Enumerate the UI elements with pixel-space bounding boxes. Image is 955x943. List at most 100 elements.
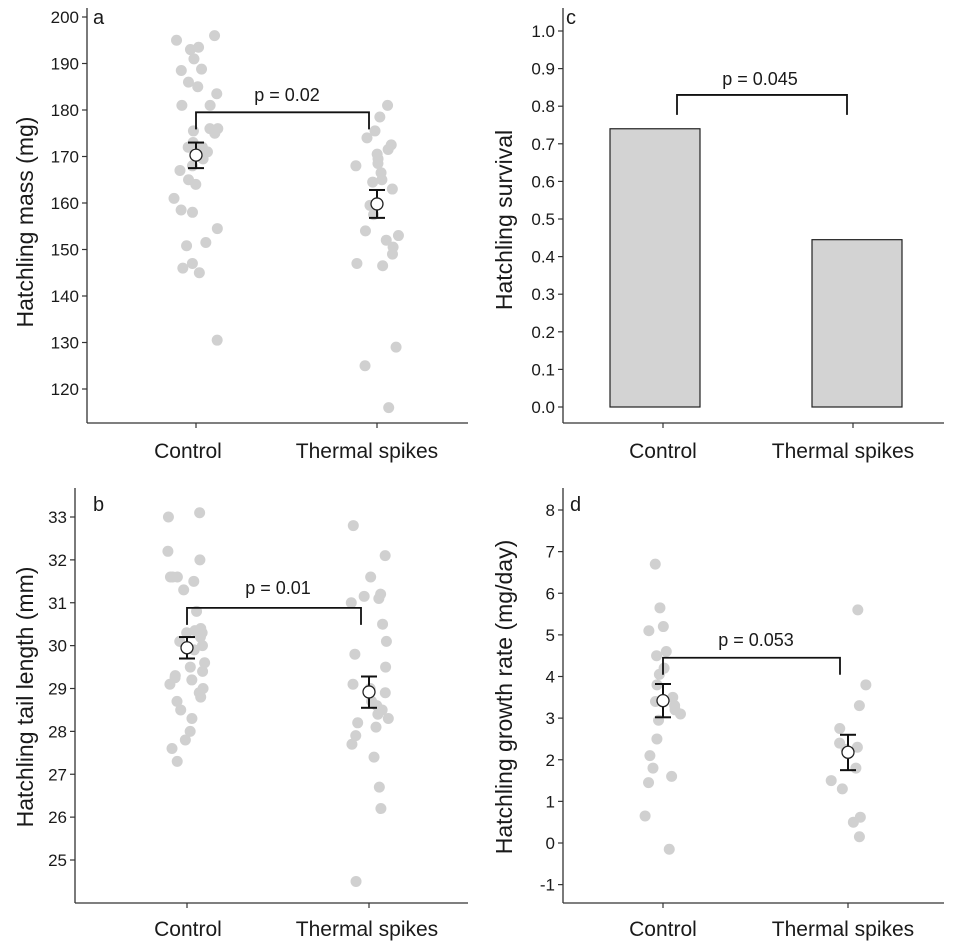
panel-b-y-tick-label: 33 <box>48 508 67 527</box>
panel-c-y-tick-label: 0.3 <box>531 285 555 304</box>
panel-b-point <box>365 571 377 583</box>
panel-b-point <box>178 584 190 596</box>
panel-c-y-tick-label: 0.8 <box>531 97 555 116</box>
panel-a-significance-bracket <box>195 111 370 130</box>
panel-b-point <box>350 875 362 887</box>
panel-b-point <box>162 511 174 523</box>
panel-b-point <box>194 631 206 643</box>
panel-a-point <box>351 257 363 269</box>
panel-a-point <box>359 225 371 237</box>
panel-d-mean-marker <box>841 745 855 759</box>
panel-b: 25 26 27 28 29 30 31 32 33 b Hatchling tail leng… <box>12 488 468 941</box>
panel-a-point <box>209 127 221 139</box>
panel-a-point <box>188 53 200 65</box>
panel-b-point <box>347 678 359 690</box>
panel-d-y-tick-label: 2 <box>546 751 555 770</box>
panel-c-y-tick-label: 1.0 <box>531 22 555 41</box>
panel-d-point <box>836 783 848 795</box>
panel-b-point <box>379 550 391 562</box>
panel-b-x-label-thermal: Thermal spikes <box>296 918 438 941</box>
panel-d-point <box>651 733 663 745</box>
panel-a-point <box>390 341 402 353</box>
panel-b-point <box>197 665 209 677</box>
panel-a-y-tick-label: 190 <box>51 55 79 74</box>
panel-d-point <box>644 750 656 762</box>
panel-a: 120 130 140 150 160 170 180 190 200 a Hatchling … <box>12 7 468 463</box>
panel-b-point <box>184 661 196 673</box>
panel-c-y-tick-label: 0.4 <box>531 248 555 267</box>
panel-d-plot-area: -1 0 1 2 3 4 5 6 7 8 <box>540 488 944 908</box>
panel-d-point <box>853 831 865 843</box>
panel-a-point <box>374 111 386 123</box>
panel-b-y-tick-label: 31 <box>48 594 67 613</box>
panel-a-point <box>383 402 395 414</box>
panel-b-point <box>377 618 389 630</box>
panel-d-y-tick-label: 3 <box>546 709 555 728</box>
panel-c-y-tick-label: 0.9 <box>531 60 555 79</box>
panel-a-mean-marker <box>370 197 384 211</box>
panel-b-point <box>379 687 391 699</box>
panel-b-point <box>194 554 206 566</box>
panel-a-y-axis-title: Hatchling mass (mg) <box>12 117 38 328</box>
panel-c-y-tick-label: 0.6 <box>531 172 555 191</box>
panel-a-point <box>186 257 198 269</box>
panel-c-x-label-thermal: Thermal spikes <box>772 440 914 463</box>
panel-a-point <box>392 230 404 242</box>
panel-b-point <box>368 751 380 763</box>
panel-a-point <box>386 248 398 260</box>
panel-c-p-value: p = 0.045 <box>722 69 798 89</box>
panel-c-x-label-control: Control <box>629 440 697 463</box>
panel-a-point <box>193 267 205 279</box>
panel-a-point <box>382 99 394 111</box>
panel-d-point <box>852 604 864 616</box>
panel-d-point <box>674 708 686 720</box>
panel-b-point <box>188 575 200 587</box>
panel-d-point <box>639 810 651 822</box>
panel-a-y-tick-label: 200 <box>51 8 79 27</box>
panel-c-y-axis-title: Hatchling survival <box>491 130 517 310</box>
panel-a-point <box>367 176 379 188</box>
panel-d-p-value: p = 0.053 <box>718 630 794 650</box>
panel-c-y-tick-label: 0.0 <box>531 398 555 417</box>
panel-b-point <box>345 597 357 609</box>
panel-d-point <box>643 625 655 637</box>
panel-b-point <box>179 734 191 746</box>
panel-a-point <box>186 206 198 218</box>
panel-a-x-label-control: Control <box>154 440 222 463</box>
panel-a-point <box>209 30 221 42</box>
panel-b-point <box>171 755 183 767</box>
panel-b-point <box>372 708 384 720</box>
panel-d-point <box>853 700 865 712</box>
panel-a-point <box>171 34 183 46</box>
panel-a-point <box>386 183 398 195</box>
panel-a-point <box>182 76 194 88</box>
panel-a-point <box>196 63 208 75</box>
panel-b-point <box>194 507 206 519</box>
panel-d-point <box>851 741 863 753</box>
panel-b-plot-area: 25 26 27 28 29 30 31 32 33 <box>48 488 468 908</box>
panel-d-point <box>834 723 846 735</box>
panel-a-point <box>350 160 362 172</box>
panel-b-y-tick-label: 30 <box>48 637 67 656</box>
panel-b-point <box>166 743 178 755</box>
panel-d-point <box>667 691 679 703</box>
panel-b-point <box>380 661 392 673</box>
panel-d-point <box>651 650 663 662</box>
panel-b-point <box>186 713 198 725</box>
panel-b-point <box>184 725 196 737</box>
panel-a-point <box>175 204 187 216</box>
panel-b-point <box>380 635 392 647</box>
panel-d-y-tick-label: 0 <box>546 834 555 853</box>
panel-c-y-tick-label: 0.7 <box>531 135 555 154</box>
panel-d-point <box>666 770 678 782</box>
panel-b-point <box>370 721 382 733</box>
panel-b-point <box>346 738 358 750</box>
panel-d-x-label-control: Control <box>629 918 697 941</box>
panel-a-point <box>211 223 223 235</box>
panel-b-point <box>352 717 364 729</box>
panel-b-y-tick-label: 26 <box>48 808 67 827</box>
panel-d-point <box>663 843 675 855</box>
panel-a-point <box>211 88 223 100</box>
panel-c: 0.0 0.1 0.2 0.3 0.4 0.5 0.6 0.7 0.8 0.9 1.0 c Hatc… <box>491 7 944 463</box>
